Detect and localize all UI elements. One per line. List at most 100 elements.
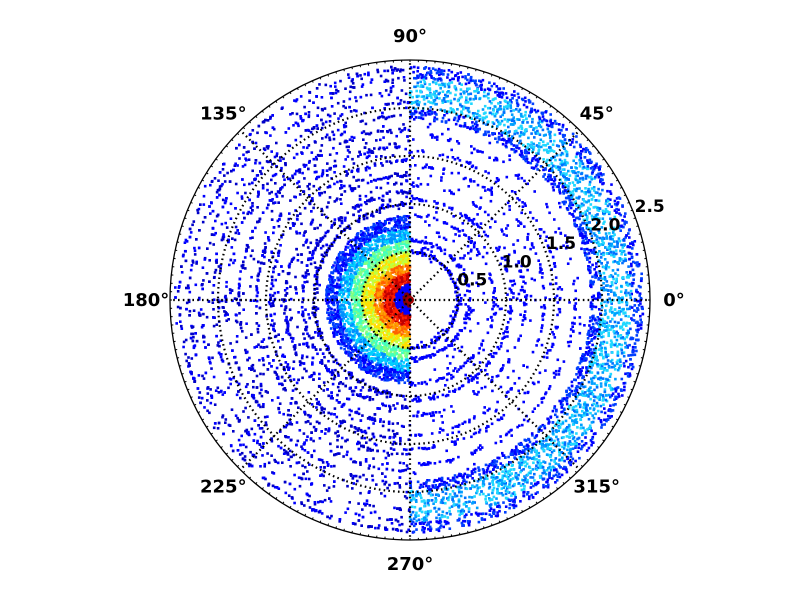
scatter-point	[390, 230, 393, 234]
scatter-point	[270, 178, 273, 182]
scatter-point	[269, 296, 273, 299]
scatter-point	[266, 368, 270, 371]
scatter-point	[384, 220, 387, 223]
scatter-point	[402, 376, 406, 380]
scatter-point	[188, 364, 191, 367]
scatter-point	[341, 319, 345, 323]
scatter-point	[300, 222, 303, 226]
scatter-point	[221, 205, 225, 209]
scatter-point	[334, 269, 337, 273]
scatter-point	[337, 434, 340, 437]
scatter-point	[344, 158, 347, 161]
scatter-point	[285, 318, 288, 322]
scatter-point	[240, 434, 243, 438]
scatter-point	[253, 346, 256, 349]
scatter-point	[220, 389, 223, 393]
scatter-point	[339, 305, 343, 309]
scatter-point	[194, 353, 198, 357]
scatter-point	[251, 249, 254, 252]
scatter-point	[274, 182, 277, 185]
scatter-point	[399, 70, 402, 73]
scatter-point	[404, 92, 408, 96]
scatter-point	[206, 409, 209, 413]
scatter-point	[363, 352, 367, 356]
scatter-point	[334, 91, 338, 95]
scatter-point	[239, 396, 242, 400]
scatter-point	[360, 444, 363, 448]
scatter-point	[374, 179, 377, 182]
scatter-point	[312, 184, 316, 188]
scatter-point	[293, 473, 296, 477]
scatter-point	[394, 142, 397, 146]
scatter-point	[232, 168, 235, 172]
scatter-point	[361, 83, 365, 86]
scatter-point	[408, 174, 411, 177]
scatter-point	[273, 335, 277, 339]
scatter-point	[244, 157, 247, 160]
scatter-point	[372, 214, 375, 218]
scatter-point	[225, 280, 228, 284]
scatter-point	[382, 236, 385, 239]
scatter-point	[354, 386, 358, 389]
scatter-point	[273, 322, 276, 325]
scatter-point	[405, 490, 409, 494]
scatter-point	[403, 398, 407, 401]
scatter-point	[340, 202, 343, 205]
scatter-point	[391, 85, 395, 88]
scatter-point	[357, 334, 361, 338]
scatter-point	[321, 244, 325, 248]
scatter-point	[224, 221, 227, 225]
scatter-point	[318, 377, 321, 380]
scatter-point	[237, 382, 241, 386]
scatter-point	[327, 201, 330, 204]
scatter-point	[392, 404, 395, 407]
scatter-point	[337, 374, 340, 377]
scatter-point	[340, 405, 344, 408]
scatter-point	[263, 251, 266, 254]
scatter-point	[301, 152, 304, 155]
scatter-point	[317, 458, 321, 461]
scatter-point	[386, 203, 390, 207]
scatter-point	[339, 133, 343, 137]
scatter-point	[353, 349, 356, 352]
scatter-point	[345, 145, 349, 149]
scatter-point	[349, 371, 352, 375]
scatter-point	[212, 324, 216, 328]
scatter-point	[389, 271, 393, 274]
scatter-point	[238, 284, 241, 287]
scatter-point	[392, 229, 396, 232]
scatter-point	[367, 389, 371, 392]
scatter-point	[377, 147, 381, 151]
scatter-point	[218, 193, 221, 197]
scatter-point	[275, 165, 278, 168]
scatter-point	[365, 212, 369, 216]
scatter-point	[331, 271, 335, 275]
scatter-point	[382, 420, 385, 424]
scatter-point	[303, 165, 306, 168]
scatter-point	[271, 174, 275, 178]
scatter-point	[306, 246, 310, 249]
scatter-point	[272, 359, 275, 362]
scatter-point	[249, 285, 252, 288]
scatter-point	[300, 445, 303, 448]
scatter-point	[407, 310, 410, 314]
scatter-point	[378, 257, 381, 261]
scatter-point	[259, 372, 262, 376]
scatter-point	[243, 455, 247, 458]
scatter-point	[275, 152, 279, 155]
scatter-point	[312, 336, 315, 339]
scatter-point	[387, 420, 391, 424]
scatter-point	[395, 146, 399, 150]
scatter-point	[268, 302, 272, 306]
scatter-point	[292, 156, 296, 160]
scatter-point	[275, 366, 279, 370]
scatter-point	[366, 352, 369, 356]
scatter-point	[278, 214, 282, 218]
scatter-point	[208, 280, 211, 283]
scatter-point	[211, 291, 215, 294]
scatter-point	[335, 236, 339, 239]
scatter-point	[336, 101, 340, 105]
scatter-point	[401, 251, 405, 255]
scatter-point	[312, 283, 316, 287]
scatter-point	[229, 202, 233, 206]
